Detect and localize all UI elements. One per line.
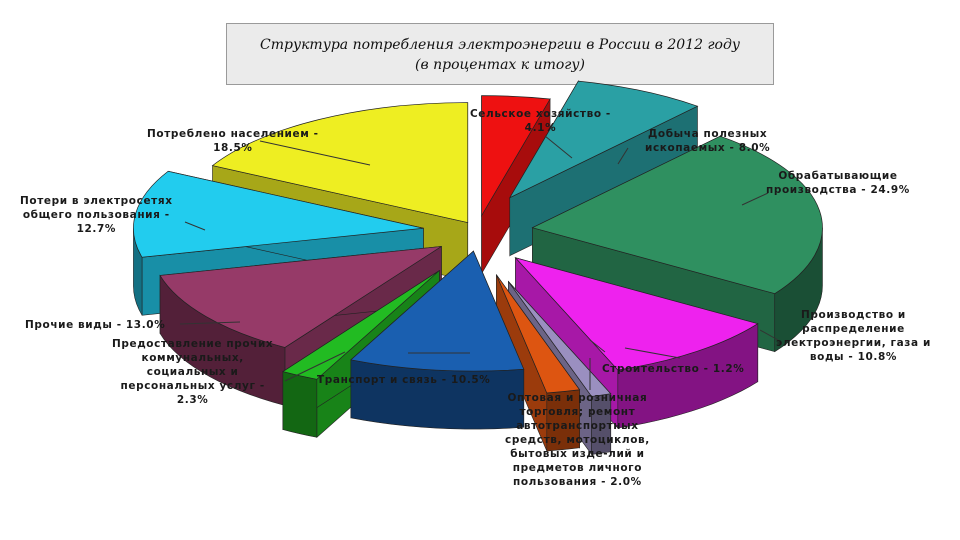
leader-line — [624, 347, 681, 359]
pie-slice-top — [508, 80, 699, 199]
pie-slice-top — [496, 274, 581, 394]
pie-slice — [350, 250, 525, 430]
leader-line — [589, 339, 606, 353]
pie-slice-top — [211, 102, 469, 223]
pie-slice-top — [133, 170, 424, 258]
label-construction: Строительство - 1.2% — [602, 363, 745, 375]
leader-line — [259, 140, 371, 166]
pie-slice — [496, 273, 581, 452]
label-other: Прочие виды - 13.0% — [25, 319, 166, 331]
label-transport: Транспорт и связь - 10.5% — [317, 374, 491, 386]
leader-line — [179, 321, 241, 325]
leader-line — [184, 221, 206, 231]
label-mining: Добыча полезных ископаемых - 8.0% — [645, 128, 771, 154]
pie-slice-top — [531, 135, 823, 295]
pie-slice-top — [508, 281, 612, 397]
chart-title-box: Структура потребления электроэнергии в Р… — [226, 23, 774, 85]
pie-slice-top — [350, 250, 525, 372]
label-trade: Оптовая и розничная торговля; ремонт авт… — [505, 392, 650, 488]
label-agriculture: Сельское хозяйство - 4.1% — [470, 108, 611, 134]
label-manufacturing: Обрабатывающие производства - 24.9% — [766, 170, 910, 196]
chart-title-line1: Структура потребления электроэнергии в Р… — [260, 37, 740, 53]
pie-slice-top — [514, 257, 759, 371]
label-energy-gas-water: Производство и распределение электроэнер… — [776, 309, 931, 363]
chart-title-line2: (в процентах к итогу) — [415, 57, 585, 73]
leader-line — [544, 135, 573, 159]
leader-line — [284, 351, 346, 382]
pie-slice-top — [481, 95, 551, 217]
leader-line — [759, 329, 779, 341]
label-grid-losses: Потери в электросетях общего пользования… — [20, 195, 173, 235]
pie-slice-top — [282, 270, 440, 380]
leader-line — [741, 192, 769, 206]
label-households: Потреблено населением - 18.5% — [147, 128, 319, 154]
label-other-services: Предоставление прочих коммунальных, соци… — [112, 338, 274, 406]
leader-line — [617, 147, 629, 165]
